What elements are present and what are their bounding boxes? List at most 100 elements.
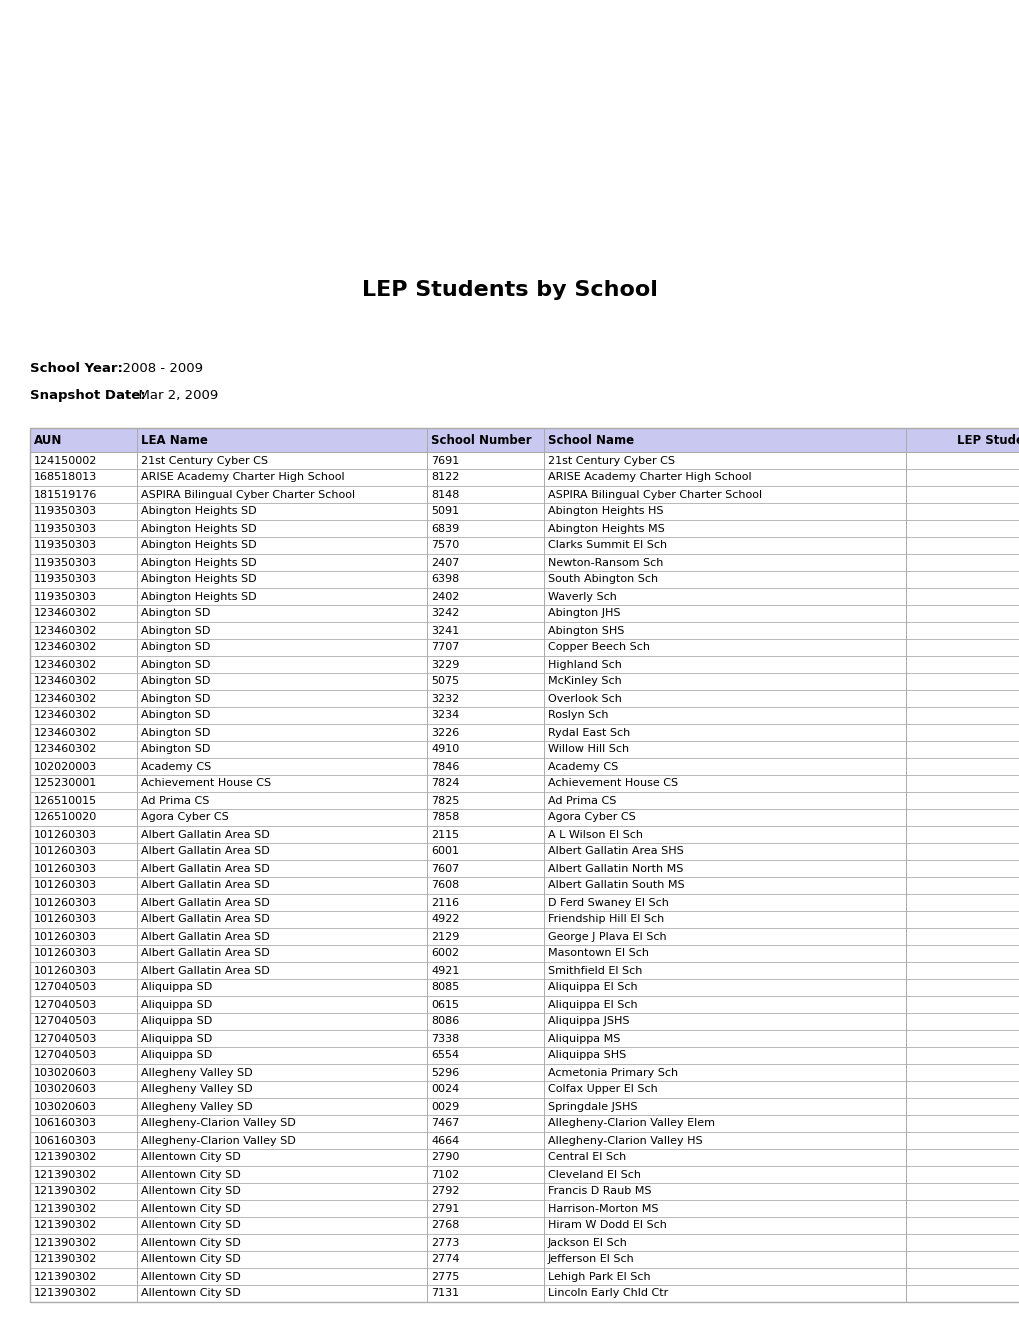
Text: Aliquippa SD: Aliquippa SD — [141, 1051, 212, 1060]
Text: 2773: 2773 — [431, 1238, 459, 1247]
Text: Abington SHS: Abington SHS — [547, 626, 624, 635]
Text: Aliquippa SD: Aliquippa SD — [141, 982, 212, 993]
Text: Abington SD: Abington SD — [141, 693, 210, 704]
Bar — [30, 1183, 1019, 1200]
Text: 101260303: 101260303 — [34, 932, 97, 941]
Text: Allentown City SD: Allentown City SD — [141, 1187, 240, 1196]
Text: ARISE Academy Charter High School: ARISE Academy Charter High School — [547, 473, 751, 483]
Text: 121390302: 121390302 — [34, 1271, 97, 1282]
Text: Abington Heights SD: Abington Heights SD — [141, 557, 257, 568]
Bar — [30, 605, 1019, 622]
Text: D Ferd Swaney El Sch: D Ferd Swaney El Sch — [547, 898, 668, 908]
Text: 121390302: 121390302 — [34, 1170, 97, 1180]
Text: Snapshot Date:: Snapshot Date: — [30, 388, 146, 401]
Bar — [30, 428, 1019, 451]
Text: 0615: 0615 — [431, 999, 459, 1010]
Text: 101260303: 101260303 — [34, 965, 97, 975]
Text: Clarks Summit El Sch: Clarks Summit El Sch — [547, 540, 666, 550]
Text: 123460302: 123460302 — [34, 727, 97, 738]
Text: South Abington Sch: South Abington Sch — [547, 574, 657, 585]
Text: 3229: 3229 — [431, 660, 459, 669]
Text: 7102: 7102 — [431, 1170, 459, 1180]
Text: Jackson El Sch: Jackson El Sch — [547, 1238, 628, 1247]
Bar — [30, 486, 1019, 503]
Text: 7131: 7131 — [431, 1288, 459, 1299]
Text: Overlook Sch: Overlook Sch — [547, 693, 622, 704]
Text: Jefferson El Sch: Jefferson El Sch — [547, 1254, 634, 1265]
Bar — [30, 1064, 1019, 1081]
Bar — [30, 1030, 1019, 1047]
Bar — [30, 1115, 1019, 1133]
Bar — [30, 554, 1019, 572]
Text: 7846: 7846 — [431, 762, 459, 771]
Text: Abington SD: Abington SD — [141, 710, 210, 721]
Text: 6554: 6554 — [431, 1051, 459, 1060]
Text: 123460302: 123460302 — [34, 643, 97, 652]
Text: 127040503: 127040503 — [34, 1016, 97, 1027]
Text: 121390302: 121390302 — [34, 1254, 97, 1265]
Text: 127040503: 127040503 — [34, 999, 97, 1010]
Bar — [30, 1081, 1019, 1098]
Text: Achievement House CS: Achievement House CS — [547, 779, 678, 788]
Text: Albert Gallatin Area SD: Albert Gallatin Area SD — [141, 880, 269, 891]
Text: 2790: 2790 — [431, 1152, 459, 1163]
Text: 103020603: 103020603 — [34, 1101, 97, 1111]
Text: 121390302: 121390302 — [34, 1238, 97, 1247]
Text: Colfax Upper El Sch: Colfax Upper El Sch — [547, 1085, 657, 1094]
Text: School Name: School Name — [547, 433, 634, 446]
Text: 7824: 7824 — [431, 779, 459, 788]
Text: Allegheny-Clarion Valley Elem: Allegheny-Clarion Valley Elem — [547, 1118, 714, 1129]
Bar — [30, 503, 1019, 520]
Text: 5075: 5075 — [431, 676, 459, 686]
Text: 101260303: 101260303 — [34, 829, 97, 840]
Text: George J Plava El Sch: George J Plava El Sch — [547, 932, 666, 941]
Bar — [30, 1200, 1019, 1217]
Text: ASPIRA Bilingual Cyber Charter School: ASPIRA Bilingual Cyber Charter School — [141, 490, 355, 499]
Text: Academy CS: Academy CS — [141, 762, 211, 771]
Bar — [30, 469, 1019, 486]
Text: 7691: 7691 — [431, 455, 459, 466]
Text: Achievement House CS: Achievement House CS — [141, 779, 271, 788]
Text: Central El Sch: Central El Sch — [547, 1152, 626, 1163]
Text: 2407: 2407 — [431, 557, 459, 568]
Text: Smithfield El Sch: Smithfield El Sch — [547, 965, 642, 975]
Text: Allentown City SD: Allentown City SD — [141, 1254, 240, 1265]
Text: 6001: 6001 — [431, 846, 459, 857]
Text: Abington Heights MS: Abington Heights MS — [547, 524, 664, 533]
Bar — [30, 1148, 1019, 1166]
Text: 2791: 2791 — [431, 1204, 459, 1213]
Text: Abington SD: Abington SD — [141, 643, 210, 652]
Text: Allegheny Valley SD: Allegheny Valley SD — [141, 1085, 253, 1094]
Bar — [30, 572, 1019, 587]
Bar — [30, 520, 1019, 537]
Text: Mar 2, 2009: Mar 2, 2009 — [129, 388, 218, 401]
Bar — [30, 587, 1019, 605]
Bar — [30, 758, 1019, 775]
Text: Abington SD: Abington SD — [141, 676, 210, 686]
Text: Roslyn Sch: Roslyn Sch — [547, 710, 608, 721]
Text: Abington Heights SD: Abington Heights SD — [141, 507, 257, 516]
Text: Allegheny-Clarion Valley SD: Allegheny-Clarion Valley SD — [141, 1118, 296, 1129]
Text: Albert Gallatin Area SD: Albert Gallatin Area SD — [141, 915, 269, 924]
Bar — [30, 894, 1019, 911]
Text: A L Wilson El Sch: A L Wilson El Sch — [547, 829, 642, 840]
Text: Abington Heights SD: Abington Heights SD — [141, 540, 257, 550]
Text: Aliquippa JSHS: Aliquippa JSHS — [547, 1016, 629, 1027]
Text: 4664: 4664 — [431, 1135, 459, 1146]
Text: 103020603: 103020603 — [34, 1068, 97, 1077]
Text: Harrison-Morton MS: Harrison-Morton MS — [547, 1204, 658, 1213]
Bar — [30, 861, 1019, 876]
Bar — [30, 656, 1019, 673]
Bar — [30, 1269, 1019, 1284]
Text: 7707: 7707 — [431, 643, 459, 652]
Text: 8122: 8122 — [431, 473, 459, 483]
Bar — [30, 928, 1019, 945]
Text: 181519176: 181519176 — [34, 490, 97, 499]
Text: Agora Cyber CS: Agora Cyber CS — [547, 813, 635, 822]
Text: Abington SD: Abington SD — [141, 744, 210, 755]
Text: 121390302: 121390302 — [34, 1221, 97, 1230]
Text: 121390302: 121390302 — [34, 1152, 97, 1163]
Bar — [30, 1047, 1019, 1064]
Text: Aliquippa SD: Aliquippa SD — [141, 1016, 212, 1027]
Text: Academy CS: Academy CS — [547, 762, 618, 771]
